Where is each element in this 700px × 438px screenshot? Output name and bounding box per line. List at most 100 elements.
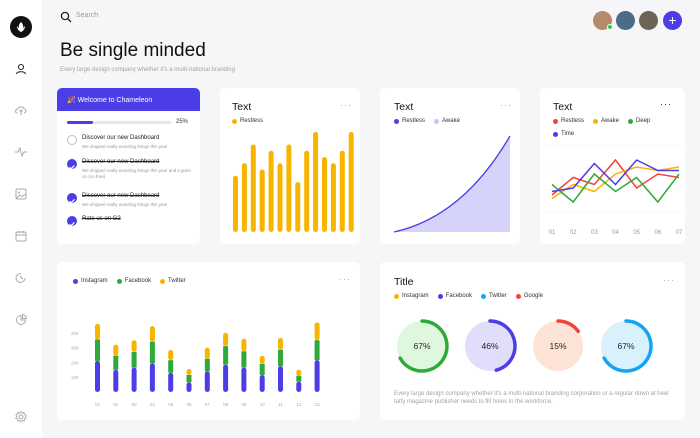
legend-item: Time — [553, 131, 574, 137]
text-line-card: Text ··· Restless Awake Deep Time 01 02 03… — [540, 88, 685, 244]
gauge-value-label: 15% — [549, 341, 566, 351]
task-description: We shipped really amazing things this ye… — [82, 144, 168, 149]
stacked-bar-segment — [223, 346, 229, 365]
legend-dot — [515, 293, 521, 299]
area-fill — [394, 136, 510, 232]
bar — [304, 150, 310, 232]
stacked-bar-segment — [168, 360, 174, 373]
stacked-bar-segment — [113, 344, 119, 356]
legend-label: Deep — [635, 118, 651, 124]
stacked-bar-segment — [149, 363, 155, 392]
stacked-bar-segment — [95, 323, 100, 340]
legend-dot — [553, 131, 558, 137]
gauge-row: 67% 46% 15% 67% — [397, 319, 653, 373]
user-icon[interactable] — [14, 62, 28, 76]
stacked-bar-segment — [223, 364, 229, 392]
calendar-icon[interactable] — [14, 229, 28, 243]
stacked-bar-segment — [95, 339, 100, 361]
avatar[interactable] — [616, 11, 635, 30]
check-icon[interactable] — [67, 159, 77, 170]
legend-dot — [437, 293, 443, 299]
check-icon[interactable] — [67, 216, 77, 227]
x-tick-label: 02 — [570, 230, 577, 236]
bar — [295, 182, 301, 232]
more-options-icon[interactable]: ··· — [340, 100, 352, 110]
gauge-value-label: 46% — [481, 341, 498, 351]
stacked-bar-segment — [259, 355, 265, 364]
chart-legend: Restless — [232, 118, 263, 124]
task-title: Discover our new Dashboard — [82, 159, 160, 165]
chart-legend: Instagram Facebook Twitter Google — [394, 293, 543, 299]
settings-icon[interactable] — [14, 410, 28, 424]
card-title: Text — [394, 101, 414, 113]
legend-label: Awake — [442, 118, 460, 124]
stacked-bar-segment — [186, 382, 192, 392]
page-subtitle: Every large design company whether it's … — [60, 67, 235, 73]
more-options-icon[interactable]: ··· — [660, 99, 672, 109]
stacked-bar-segment — [204, 358, 210, 372]
main-area: Search + Be single minded Every large de… — [42, 0, 700, 438]
search-input[interactable]: Search — [76, 12, 99, 19]
legend-dot — [232, 118, 237, 124]
pie-chart-icon[interactable] — [14, 313, 28, 327]
y-tick-label: 300 — [71, 346, 79, 351]
logo[interactable] — [10, 16, 32, 38]
legend-item: Restless — [553, 118, 584, 124]
activity-icon[interactable] — [14, 145, 28, 159]
search-icon[interactable] — [60, 11, 72, 23]
legend-label: Restless — [240, 118, 264, 124]
add-button[interactable]: + — [663, 11, 682, 30]
y-tick-label: 400 — [71, 331, 79, 336]
bar — [339, 150, 345, 232]
cloud-upload-icon[interactable] — [14, 103, 28, 117]
stacked-bar-segment — [278, 366, 283, 392]
more-options-icon[interactable]: ··· — [339, 274, 351, 284]
stacked-bar-segment — [149, 341, 155, 364]
area-line — [393, 135, 511, 233]
x-tick-label: 01 — [549, 230, 556, 236]
legend-dot — [160, 278, 166, 284]
legend-item: Twitter — [160, 278, 186, 284]
card-title: Text — [232, 101, 252, 113]
x-tick-label: 10 — [260, 402, 266, 407]
card-title: Text — [553, 101, 573, 113]
image-icon[interactable] — [14, 187, 28, 201]
gauge-arc — [398, 319, 449, 373]
stacked-bar-segment — [149, 326, 155, 342]
legend-label: Instagram — [402, 293, 429, 299]
x-tick-label: 02 — [113, 402, 119, 407]
leaf-icon — [17, 22, 25, 32]
more-options-icon[interactable]: ··· — [663, 275, 675, 285]
stacked-bar-segment — [314, 340, 320, 361]
stacked-bar-segment — [131, 367, 137, 392]
legend-dot — [627, 118, 633, 124]
x-tick-label: 01 — [95, 402, 101, 407]
stacked-bar-segment — [131, 352, 137, 368]
unchecked-icon[interactable] — [67, 135, 77, 145]
legend-label: Twitter — [489, 293, 507, 299]
x-tick-label: 07 — [205, 402, 211, 407]
legend-dot — [394, 118, 399, 124]
page-title: Be single minded — [60, 40, 206, 61]
welcome-title: 🎉 Welcome to Chameleon — [57, 88, 200, 111]
legend-label: Restless — [402, 118, 426, 124]
stacked-bar-chart: 100 200 300 400 01 02 03 04 05 06 07 08 09 10 11 12 13 — [71, 322, 320, 407]
x-tick-label: 07 — [676, 230, 683, 236]
avatar[interactable] — [639, 11, 658, 30]
legend-item: Awake — [593, 118, 619, 124]
legend-dot — [593, 118, 599, 124]
bar — [330, 163, 336, 232]
stacked-bar-segment — [113, 369, 119, 392]
bar — [286, 144, 292, 232]
text-bar-card: Text ··· Restless — [220, 88, 360, 244]
text-area-card: Text ··· Restless Awake — [380, 88, 520, 244]
stacked-bar-segment — [278, 337, 283, 350]
legend-item: Facebook — [116, 278, 151, 284]
clock-icon[interactable] — [14, 271, 28, 285]
task-title: Discover our new Dashboard — [82, 193, 160, 199]
legend-label: Twitter — [168, 278, 186, 284]
stacked-bar-segment — [223, 332, 229, 347]
check-icon[interactable] — [67, 193, 77, 204]
more-options-icon[interactable]: ··· — [500, 100, 512, 110]
bar — [233, 175, 238, 232]
